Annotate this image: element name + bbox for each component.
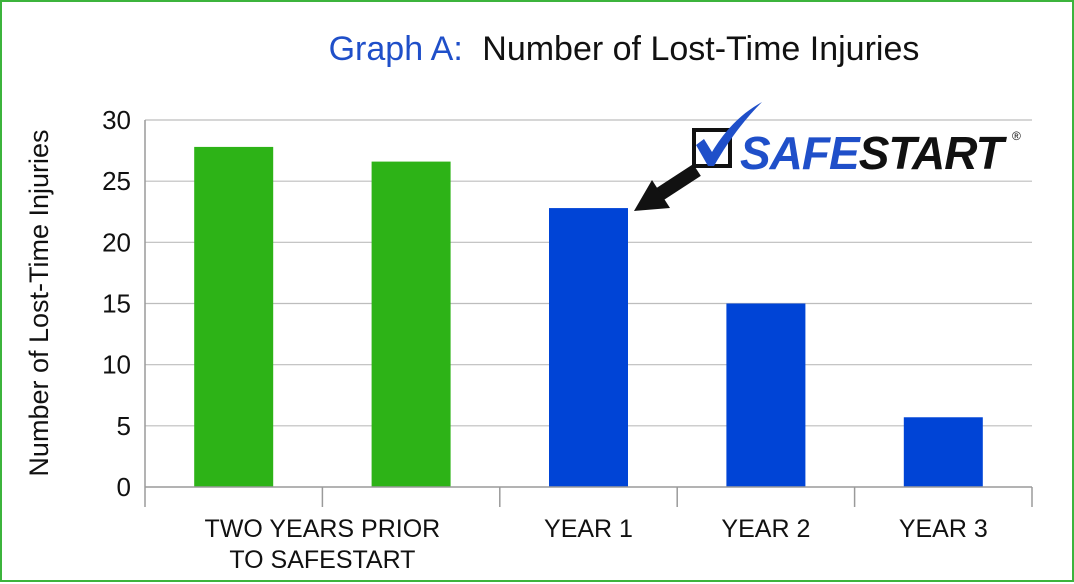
logo-text-prefix: SAFE [740,127,861,179]
logo-registered-mark: ® [1012,129,1021,143]
x-tick-label-line: TO SAFESTART [229,546,415,574]
y-tick-label: 10 [102,350,131,380]
logo-checkmark-icon [696,102,762,166]
bars [194,146,983,488]
y-tick-label: 25 [102,166,131,196]
y-tick-label: 5 [117,411,131,441]
bar [903,417,983,487]
y-axis-label: Number of Lost-Time Injuries [24,129,54,476]
pointer-arrow-icon [634,164,701,211]
logo-text-suffix: START [859,127,1008,179]
x-tick-label-line: YEAR 1 [544,515,633,543]
x-tick-label: TWO YEARS PRIOR TO SAFESTART [205,515,441,574]
x-tick-label-line: YEAR 3 [899,515,988,543]
x-tick-label: YEAR 2 [721,515,810,543]
x-tick-label-line: YEAR 2 [721,515,810,543]
y-tick-label: 0 [117,472,131,502]
chart-title-prefix: Graph A: [329,30,463,68]
y-tick-label: 30 [102,105,131,135]
x-tick-labels: TWO YEARS PRIOR TO SAFESTART YEAR 1 YEAR 2 Y… [205,515,988,574]
x-axis [144,120,1033,507]
logo-text: SAFESTART [740,127,1008,179]
x-tick-label: YEAR 1 [544,515,633,543]
bar [194,146,274,487]
x-tick-label: YEAR 3 [899,515,988,543]
bar [371,161,451,488]
y-tick-label: 15 [102,289,131,319]
bar [549,208,628,487]
y-tick-labels: 0 5 10 15 20 25 30 [102,105,131,502]
safestart-logo: SAFESTART ® [692,102,1021,179]
chart-title: Graph A: Number of Lost-Time Injuries [329,30,920,68]
bar [726,303,806,487]
chart-title-text: Number of Lost-Time Injuries [482,30,919,68]
x-tick-label-line: TWO YEARS PRIOR [205,515,441,543]
y-tick-label: 20 [102,227,131,257]
